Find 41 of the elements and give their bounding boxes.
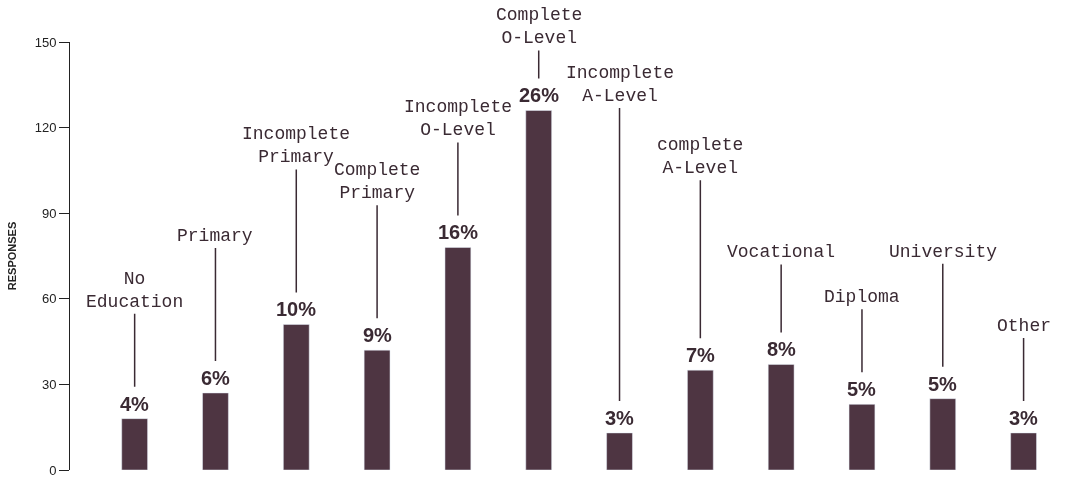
x-tick-label: No Education: [86, 269, 184, 313]
bar: [848, 404, 876, 470]
x-tick-label: complete A-Level: [657, 135, 744, 179]
y-tick-label: 0: [49, 462, 57, 478]
annotation: 7%: [686, 344, 716, 366]
y-tick-label: 90: [41, 205, 57, 221]
x-tick-label: University: [889, 242, 998, 262]
annotation: 9%: [363, 324, 393, 346]
bar: [929, 398, 956, 470]
bar: [606, 432, 633, 470]
y-tick-label: 60: [41, 291, 57, 307]
y-tick-label: 30: [41, 376, 57, 392]
x-tick-label: Other: [997, 316, 1052, 336]
x-tick-label: Incomplete A-Level: [566, 63, 675, 107]
bar: [363, 349, 391, 470]
bar: [283, 324, 310, 470]
bar: [121, 418, 148, 470]
x-tick-label: Incomplete O-Level: [404, 97, 513, 141]
annotation: 5%: [847, 378, 877, 400]
bar: [444, 247, 472, 470]
annotation: 8%: [767, 338, 797, 360]
y-tick-label: 120: [34, 120, 57, 136]
annotation: 6%: [201, 367, 231, 389]
bar: [767, 364, 795, 470]
y-axis-title: RESPONSES: [6, 221, 19, 291]
annotation: 10%: [276, 298, 317, 320]
bar: [687, 369, 714, 470]
annotation: 5%: [928, 373, 958, 395]
bar: [202, 392, 229, 470]
annotation: 3%: [1009, 407, 1039, 429]
x-tick-label: Vocational: [727, 242, 836, 262]
x-tick-label: Primary: [177, 226, 253, 246]
bar: [1010, 432, 1037, 470]
annotation: 3%: [605, 407, 635, 429]
x-tick-label: Complete O-Level: [496, 5, 583, 49]
annotation: 26%: [519, 84, 560, 106]
annotation: 16%: [438, 221, 479, 243]
annotation: 4%: [120, 393, 150, 415]
y-tick-label: 150: [34, 34, 57, 50]
x-tick-label: Diploma: [824, 287, 900, 307]
bar: [525, 110, 552, 470]
